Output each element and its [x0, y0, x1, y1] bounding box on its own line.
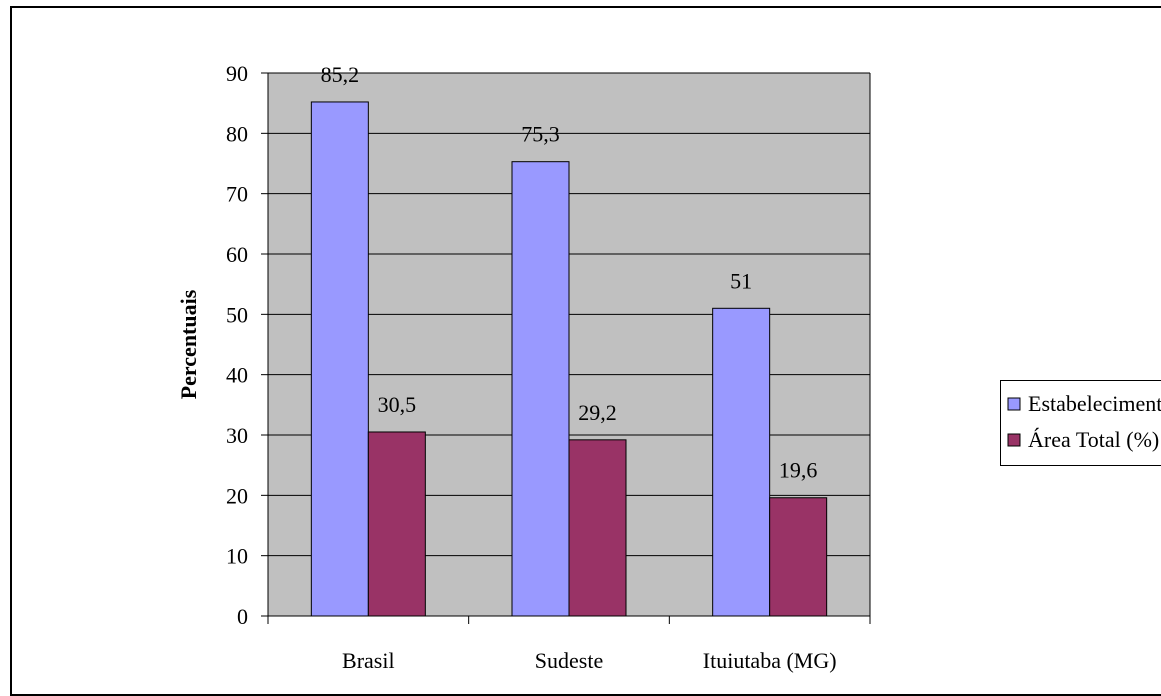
- x-tick-labels: Brasil Sudeste Ituiutaba (MG): [342, 648, 837, 673]
- legend: Estabelecimentos (%) Área Total (%): [1000, 380, 1161, 466]
- y-tick-label: 40: [226, 363, 248, 388]
- legend-label: Área Total (%): [1028, 427, 1159, 452]
- bars: [310, 101, 828, 617]
- y-tick-label: 0: [237, 604, 248, 629]
- data-label: 75,3: [521, 122, 560, 147]
- bar: [568, 439, 627, 617]
- data-labels: 85,2 30,5 75,3 29,2 51 19,6: [321, 62, 818, 483]
- y-tick-label: 60: [226, 242, 248, 267]
- y-tick-label: 90: [226, 61, 248, 86]
- legend-label: Estabelecimentos (%): [1028, 391, 1161, 416]
- x-tick-label: Brasil: [342, 648, 395, 673]
- bar-chart: 0 10 20 30 40 50 60 70 80 90 Brasil Sudeste Ituiuta…: [176, 61, 871, 673]
- bar: [511, 161, 570, 617]
- data-label: 19,6: [779, 458, 818, 483]
- bar: [367, 431, 426, 617]
- data-label: 51: [730, 268, 752, 293]
- axes: [261, 72, 871, 624]
- data-label: 85,2: [321, 62, 360, 87]
- bar: [712, 307, 771, 617]
- legend-swatch: [1007, 397, 1021, 411]
- y-axis-label: Percentuais: [176, 289, 201, 399]
- y-tick-label: 30: [226, 423, 248, 448]
- legend-swatch: [1007, 433, 1021, 447]
- y-tick-label: 80: [226, 121, 248, 146]
- x-tick-label: Ituiutaba (MG): [703, 648, 837, 673]
- bar: [310, 101, 369, 617]
- bar: [769, 497, 828, 617]
- y-tick-label: 70: [226, 182, 248, 207]
- data-label: 29,2: [578, 400, 617, 425]
- y-tick-label: 50: [226, 302, 248, 327]
- y-tick-label: 20: [226, 483, 248, 508]
- y-tick-label: 10: [226, 544, 248, 569]
- y-tick-labels: 0 10 20 30 40 50 60 70 80 90: [226, 61, 248, 629]
- data-label: 30,5: [378, 392, 417, 417]
- x-tick-label: Sudeste: [535, 648, 603, 673]
- legend-items: Estabelecimentos (%) Área Total (%): [1007, 391, 1161, 452]
